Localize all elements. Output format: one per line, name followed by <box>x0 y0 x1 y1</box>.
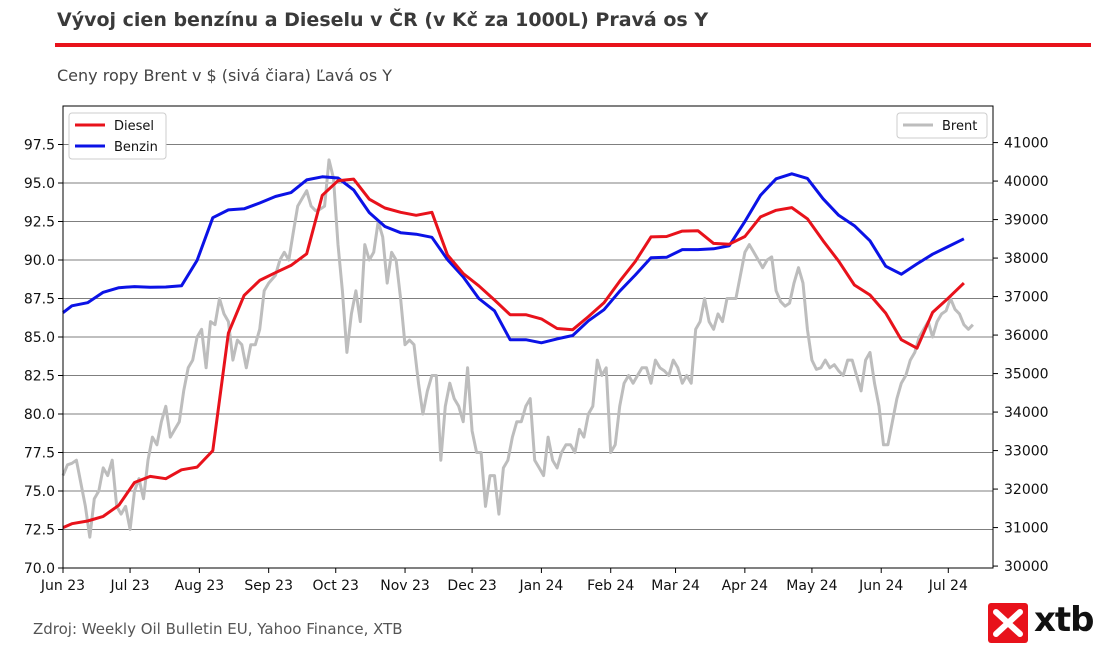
chart: 70.0 72.5 75.0 77.5 80.0 82.5 85.0 87.5 90.0 92.5… <box>24 105 1049 594</box>
left-tick-label: 80.0 <box>24 407 55 423</box>
left-tick-label: 72.5 <box>24 523 55 539</box>
left-tick-label: 87.5 <box>24 292 55 308</box>
xtb-logo: xtb <box>988 600 1095 643</box>
right-tick-label: 40000 <box>1004 174 1049 190</box>
x-tick-label: Sep 23 <box>244 578 293 594</box>
x-tick-label: Jun 24 <box>858 578 903 594</box>
xtb-x-mark-icon <box>988 603 1028 643</box>
right-tick-label: 39000 <box>1004 213 1049 229</box>
left-tick-label: 75.0 <box>24 484 55 500</box>
left-tick-label: 97.5 <box>24 138 55 154</box>
x-tick-label: Jan 24 <box>518 578 563 594</box>
series-line-brent <box>61 158 974 539</box>
left-tick-label: 82.5 <box>24 369 55 385</box>
x-tick-label: Apr 24 <box>722 578 769 594</box>
series-line-diesel <box>62 177 965 529</box>
x-tick-label: Dec 23 <box>447 578 496 594</box>
right-tick-label: 32000 <box>1004 482 1049 498</box>
right-tick-label: 37000 <box>1004 290 1049 306</box>
left-tick-label: 70.0 <box>24 561 55 577</box>
right-tick-label: 30000 <box>1004 559 1049 575</box>
x-tick-label: Jul 24 <box>928 578 968 594</box>
right-tick-label: 33000 <box>1004 444 1049 460</box>
right-tick-label: 35000 <box>1004 367 1049 383</box>
right-tick-label: 41000 <box>1004 136 1049 152</box>
x-tick-label: Jun 23 <box>40 578 85 594</box>
source-note: Zdroj: Weekly Oil Bulletin EU, Yahoo Fin… <box>33 620 403 638</box>
right-tick-label: 38000 <box>1004 251 1049 267</box>
chart-subtitle: Ceny ropy Brent v $ (sivá čiara) Ľavá os… <box>57 66 393 85</box>
left-tick-label: 95.0 <box>24 176 55 192</box>
x-tick-label: Mar 24 <box>651 578 700 594</box>
x-tick-label: Oct 23 <box>312 578 358 594</box>
x-tick-label: May 24 <box>786 578 837 594</box>
legend-right-box <box>896 112 988 139</box>
legend-label-diesel: Diesel <box>114 119 154 134</box>
series-line-benzin <box>62 172 965 345</box>
x-tick-label: Jul 23 <box>109 578 149 594</box>
title-underline <box>55 43 1091 47</box>
xtb-logo-text: xtb <box>1034 600 1095 640</box>
chart-title: Vývoj cien benzínu a Dieselu v ČR (v Kč … <box>57 9 709 31</box>
left-tick-label: 90.0 <box>24 253 55 269</box>
legend-label-brent: Brent <box>942 119 977 134</box>
x-tick-label: Nov 23 <box>380 578 430 594</box>
left-tick-label: 85.0 <box>24 330 55 346</box>
x-tick-label: Aug 23 <box>175 578 225 594</box>
right-tick-label: 31000 <box>1004 521 1049 537</box>
right-tick-label: 36000 <box>1004 328 1049 344</box>
right-tick-label: 34000 <box>1004 405 1049 421</box>
x-tick-label: Feb 24 <box>587 578 634 594</box>
legend-label-benzin: Benzin <box>114 140 158 155</box>
left-tick-label: 92.5 <box>24 215 55 231</box>
left-tick-label: 77.5 <box>24 446 55 462</box>
